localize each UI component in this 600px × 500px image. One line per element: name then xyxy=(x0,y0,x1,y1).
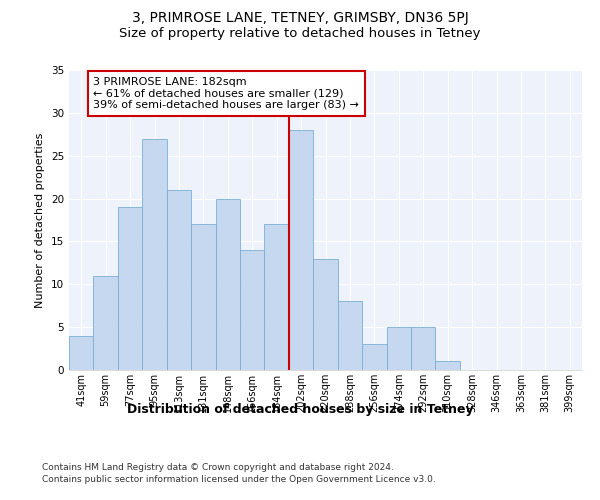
Bar xyxy=(386,327,411,370)
Bar xyxy=(338,302,362,370)
Bar xyxy=(313,258,338,370)
Text: Contains HM Land Registry data © Crown copyright and database right 2024.
Contai: Contains HM Land Registry data © Crown c… xyxy=(42,462,436,484)
Bar xyxy=(411,327,436,370)
Bar xyxy=(436,362,460,370)
Bar xyxy=(191,224,215,370)
Text: Size of property relative to detached houses in Tetney: Size of property relative to detached ho… xyxy=(119,28,481,40)
Y-axis label: Number of detached properties: Number of detached properties xyxy=(35,132,46,308)
Text: 3, PRIMROSE LANE, TETNEY, GRIMSBY, DN36 5PJ: 3, PRIMROSE LANE, TETNEY, GRIMSBY, DN36 … xyxy=(131,11,469,25)
Bar xyxy=(362,344,386,370)
Bar xyxy=(118,207,142,370)
Bar xyxy=(142,138,167,370)
Bar xyxy=(94,276,118,370)
Bar xyxy=(215,198,240,370)
Text: Distribution of detached houses by size in Tetney: Distribution of detached houses by size … xyxy=(127,402,473,415)
Text: 3 PRIMROSE LANE: 182sqm
← 61% of detached houses are smaller (129)
39% of semi-d: 3 PRIMROSE LANE: 182sqm ← 61% of detache… xyxy=(94,77,359,110)
Bar xyxy=(289,130,313,370)
Bar xyxy=(240,250,265,370)
Bar xyxy=(167,190,191,370)
Bar xyxy=(69,336,94,370)
Bar xyxy=(265,224,289,370)
